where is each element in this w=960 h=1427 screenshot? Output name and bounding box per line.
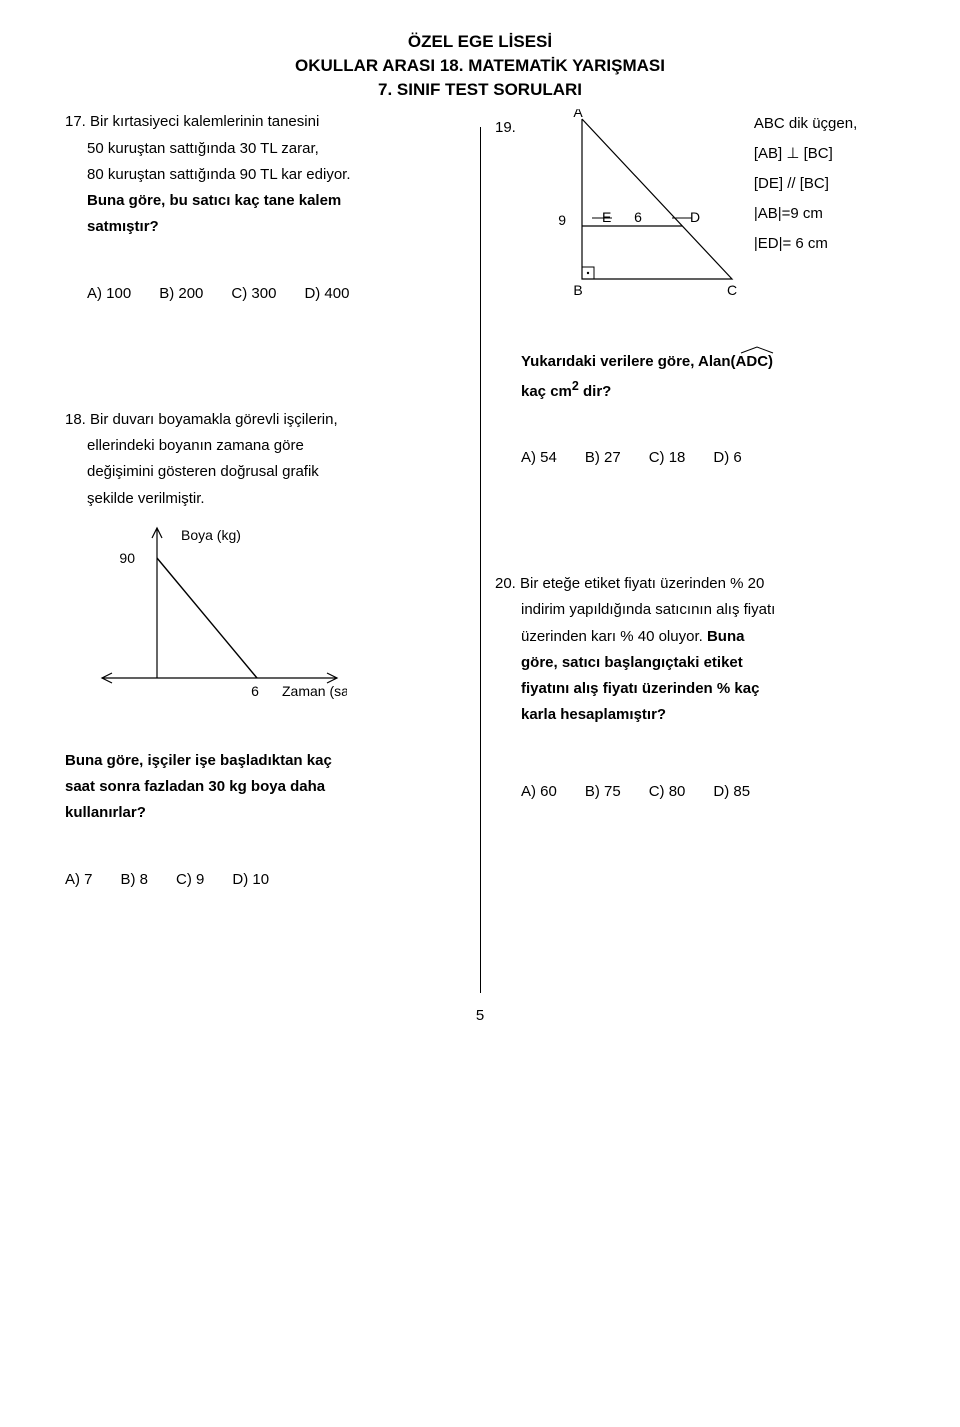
q19-option-b: B) 27 bbox=[585, 445, 621, 471]
q17-option-c: C) 300 bbox=[231, 281, 276, 307]
q18-text-line2: ellerindeki boyanın zamana göre bbox=[65, 433, 465, 459]
q19-label-d: D bbox=[690, 209, 700, 225]
right-column: 19. A bbox=[480, 109, 910, 953]
q20-number: 20. bbox=[495, 575, 516, 592]
q19-text-line2a: kaç cm bbox=[521, 383, 572, 400]
q19-triangle-svg: A B C E D 9 6 bbox=[522, 109, 742, 299]
q18-ylabel: Boya (kg) bbox=[181, 527, 241, 543]
q18-text-line1: Bir duvarı boyamakla görevli işçilerin, bbox=[90, 411, 338, 428]
q17-text-line4: Buna göre, bu satıcı kaç tane kalem bbox=[65, 188, 465, 214]
q17-option-b: B) 200 bbox=[159, 281, 203, 307]
q18-option-b: B) 8 bbox=[121, 867, 149, 893]
q20-text-line5: fiyatını alış fiyatı üzerinden % kaç bbox=[495, 676, 895, 702]
q18-xlabel: Zaman (saat) bbox=[282, 683, 347, 699]
q20-option-d: D) 85 bbox=[713, 779, 750, 805]
q19-val-9: 9 bbox=[558, 212, 566, 228]
q20-options: A) 60 B) 75 C) 80 D) 85 bbox=[495, 779, 895, 805]
q18-xval: 6 bbox=[251, 683, 259, 699]
q19-properties: ABC dik üçgen, [AB] ⊥ [BC] [DE] // [BC] … bbox=[754, 109, 857, 259]
q18-option-a: A) 7 bbox=[65, 867, 93, 893]
q19-option-d: D) 6 bbox=[713, 445, 741, 471]
q19-number: 19. bbox=[495, 109, 516, 141]
q17-options: A) 100 B) 200 C) 300 D) 400 bbox=[65, 281, 465, 307]
q17-text-line1: Bir kırtasiyeci kalemlerinin tanesini bbox=[90, 113, 319, 130]
q19-prop3: [DE] // [BC] bbox=[754, 169, 857, 199]
question-19: 19. A bbox=[495, 109, 895, 471]
q19-options: A) 54 B) 27 C) 18 D) 6 bbox=[495, 445, 895, 471]
q19-option-c: C) 18 bbox=[649, 445, 686, 471]
q20-text-line4: göre, satıcı başlangıçtaki etiket bbox=[495, 650, 895, 676]
header-line3: 7. SINIF TEST SORULARI bbox=[50, 78, 910, 102]
q18-text-line7: kullanırlar? bbox=[65, 800, 465, 826]
q18-number: 18. bbox=[65, 411, 86, 428]
page-number: 5 bbox=[50, 1003, 910, 1029]
q17-option-a: A) 100 bbox=[87, 281, 131, 307]
q18-options: A) 7 B) 8 C) 9 D) 10 bbox=[65, 867, 465, 893]
q20-option-c: C) 80 bbox=[649, 779, 686, 805]
q19-label-c: C bbox=[727, 282, 737, 298]
q17-option-d: D) 400 bbox=[304, 281, 349, 307]
two-column-layout: 17. Bir kırtasiyeci kalemlerinin tanesin… bbox=[50, 109, 910, 953]
q19-prop5: |ED|= 6 cm bbox=[754, 229, 857, 259]
question-18: 18. Bir duvarı boyamakla görevli işçiler… bbox=[65, 407, 465, 893]
q20-text-line6: karla hesaplamıştır? bbox=[495, 702, 895, 728]
page-header: ÖZEL EGE LİSESİ OKULLAR ARASI 18. MATEMA… bbox=[50, 30, 910, 101]
q19-text-sup: 2 bbox=[572, 379, 579, 393]
q19-text-line1: Yukarıdaki verilere göre, Alan(ADC) bbox=[521, 353, 773, 370]
q19-label-b: B bbox=[573, 282, 582, 298]
header-line2: OKULLAR ARASI 18. MATEMATİK YARIŞMASI bbox=[50, 54, 910, 78]
column-divider bbox=[480, 127, 481, 993]
question-17: 17. Bir kırtasiyeci kalemlerinin tanesin… bbox=[65, 109, 465, 307]
q18-option-d: D) 10 bbox=[232, 867, 269, 893]
q20-text-line2: indirim yapıldığında satıcının alış fiya… bbox=[495, 597, 895, 623]
question-20: 20. Bir eteğe etiket fiyatı üzerinden % … bbox=[495, 571, 895, 805]
q20-text-line3b: Buna bbox=[707, 628, 745, 645]
q19-text-line2b: dir? bbox=[579, 383, 612, 400]
q17-text-line2: 50 kuruştan sattığında 30 TL zarar, bbox=[65, 136, 465, 162]
q19-prop4: |AB|=9 cm bbox=[754, 199, 857, 229]
q17-text-line3: 80 kuruştan sattığında 90 TL kar ediyor. bbox=[65, 162, 465, 188]
q19-label-a: A bbox=[573, 109, 583, 120]
q18-option-c: C) 9 bbox=[176, 867, 204, 893]
header-line1: ÖZEL EGE LİSESİ bbox=[50, 30, 910, 54]
q19-label-e: E bbox=[602, 209, 611, 225]
q18-text-line4: şekilde verilmiştir. bbox=[65, 486, 465, 512]
q20-text-line1: Bir eteğe etiket fiyatı üzerinden % 20 bbox=[520, 575, 764, 592]
q20-option-b: B) 75 bbox=[585, 779, 621, 805]
q19-val-6: 6 bbox=[634, 209, 642, 225]
q18-graph-svg: Boya (kg) 90 6 Zaman (saat) bbox=[87, 518, 347, 718]
q18-text-line6: saat sonra fazladan 30 kg boya daha bbox=[65, 774, 465, 800]
q18-text-line3: değişimini gösteren doğrusal grafik bbox=[65, 459, 465, 485]
q19-prop1: ABC dik üçgen, bbox=[754, 109, 857, 139]
q18-yval: 90 bbox=[119, 550, 135, 566]
q19-prop2: [AB] ⊥ [BC] bbox=[754, 139, 857, 169]
q19-option-a: A) 54 bbox=[521, 445, 557, 471]
q19-arc-icon bbox=[739, 346, 775, 354]
q20-option-a: A) 60 bbox=[521, 779, 557, 805]
q17-text-line5: satmıştır? bbox=[65, 214, 465, 240]
left-column: 17. Bir kırtasiyeci kalemlerinin tanesin… bbox=[50, 109, 480, 953]
q19-question-text: Yukarıdaki verilere göre, Alan(ADC) kaç … bbox=[495, 349, 895, 405]
q17-number: 17. bbox=[65, 113, 86, 130]
q18-text-line5: Buna göre, işçiler işe başladıktan kaç bbox=[65, 748, 465, 774]
q20-text-line3a: üzerinden karı % 40 oluyor. bbox=[521, 628, 707, 645]
